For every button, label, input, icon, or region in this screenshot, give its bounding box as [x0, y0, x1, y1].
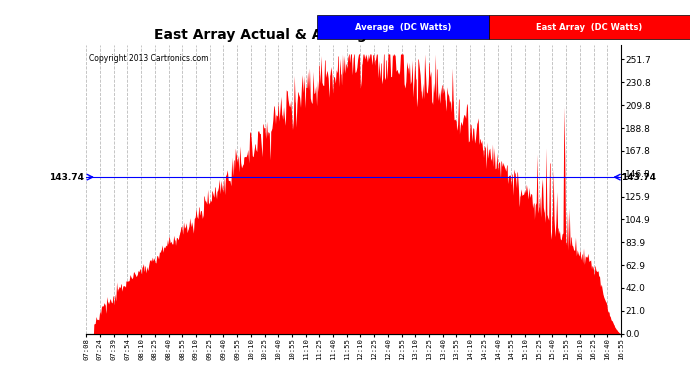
FancyBboxPatch shape: [489, 15, 690, 39]
Title: East Array Actual & Average Power Fri Feb 1 17:08: East Array Actual & Average Power Fri Fe…: [155, 28, 553, 42]
Text: East Array  (DC Watts): East Array (DC Watts): [536, 22, 642, 32]
Text: Copyright 2013 Cartronics.com: Copyright 2013 Cartronics.com: [89, 54, 208, 63]
Text: 143.74: 143.74: [48, 172, 83, 182]
FancyBboxPatch shape: [317, 15, 489, 39]
Text: Average  (DC Watts): Average (DC Watts): [355, 22, 451, 32]
Text: 143.74: 143.74: [621, 172, 656, 182]
